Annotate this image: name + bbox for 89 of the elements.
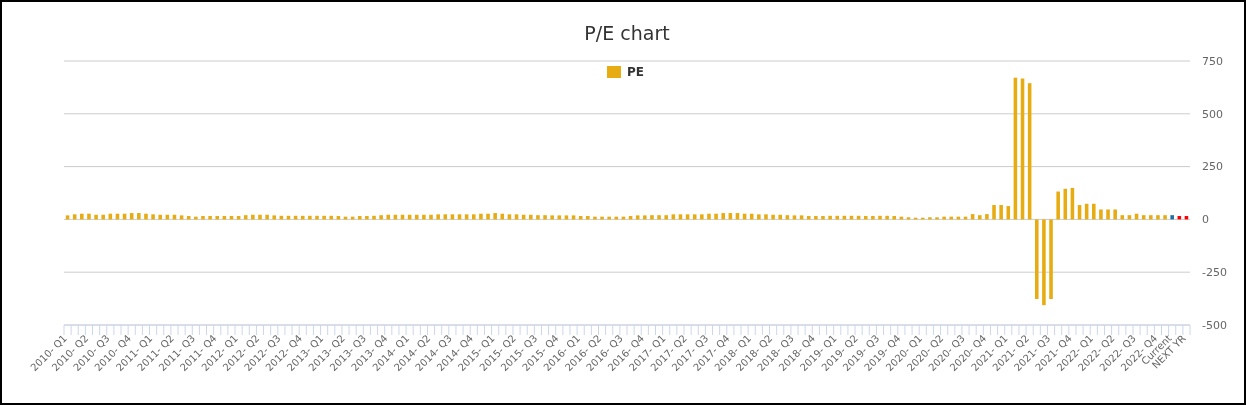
bar bbox=[493, 213, 497, 220]
bar bbox=[835, 215, 840, 220]
bar bbox=[650, 215, 654, 220]
bar bbox=[94, 214, 98, 220]
y-tick-label: 750 bbox=[1202, 54, 1223, 68]
bar bbox=[414, 214, 419, 220]
bar bbox=[80, 213, 84, 220]
bar bbox=[443, 214, 448, 220]
bar bbox=[664, 215, 668, 220]
bar bbox=[429, 214, 433, 220]
bar bbox=[1035, 219, 1039, 300]
y-tick-label: 500 bbox=[1202, 107, 1223, 121]
bar bbox=[251, 214, 255, 220]
bar bbox=[479, 213, 483, 220]
bar bbox=[550, 215, 554, 220]
bar bbox=[1049, 219, 1053, 300]
bar bbox=[863, 216, 868, 220]
bar bbox=[422, 214, 426, 220]
bar bbox=[137, 213, 141, 220]
bar bbox=[329, 215, 334, 220]
y-tick-label: -250 bbox=[1202, 266, 1227, 280]
bar bbox=[158, 214, 162, 220]
y-tick-label: 0 bbox=[1202, 213, 1209, 227]
bar bbox=[272, 215, 277, 220]
bar bbox=[379, 215, 383, 220]
bar bbox=[707, 213, 711, 220]
bar bbox=[215, 216, 219, 220]
bar bbox=[1099, 209, 1103, 220]
bar bbox=[985, 214, 989, 220]
legend-label: PE bbox=[627, 65, 644, 80]
bar bbox=[643, 215, 647, 220]
bar bbox=[300, 215, 305, 220]
bar bbox=[778, 214, 782, 220]
bar bbox=[1156, 215, 1160, 220]
bar bbox=[1113, 209, 1117, 220]
bar bbox=[365, 216, 369, 220]
bar bbox=[315, 215, 319, 220]
bar bbox=[771, 214, 775, 220]
bar bbox=[486, 213, 490, 220]
bar bbox=[806, 216, 811, 220]
bar bbox=[821, 216, 825, 220]
bar bbox=[657, 215, 661, 220]
chart-title: P/E chart bbox=[584, 22, 670, 44]
bar bbox=[871, 216, 875, 220]
bar bbox=[1163, 215, 1167, 220]
bar bbox=[928, 217, 932, 220]
bar bbox=[543, 215, 547, 220]
bar bbox=[721, 213, 725, 220]
y-tick-label: -500 bbox=[1202, 318, 1227, 332]
bar bbox=[1042, 219, 1046, 306]
bar bbox=[536, 215, 540, 220]
bar bbox=[472, 214, 476, 220]
bar bbox=[814, 216, 818, 220]
bar bbox=[101, 214, 105, 220]
bar bbox=[1056, 191, 1060, 220]
bar bbox=[700, 214, 704, 220]
bar bbox=[999, 205, 1003, 220]
bar bbox=[144, 213, 148, 220]
bar bbox=[885, 215, 889, 220]
bar bbox=[764, 214, 768, 220]
bar bbox=[265, 214, 269, 220]
bar bbox=[308, 215, 312, 220]
bar bbox=[878, 215, 882, 220]
bar bbox=[935, 217, 939, 220]
bar bbox=[529, 214, 533, 220]
bar bbox=[828, 215, 832, 220]
bar bbox=[1106, 209, 1110, 220]
bar bbox=[87, 213, 91, 220]
bar bbox=[243, 215, 248, 220]
bar bbox=[436, 214, 440, 220]
bar bbox=[1092, 203, 1096, 220]
bar bbox=[757, 214, 761, 220]
bar bbox=[258, 214, 262, 220]
bar bbox=[322, 215, 326, 220]
bar bbox=[201, 216, 205, 220]
bar bbox=[357, 216, 362, 220]
bar bbox=[1006, 206, 1011, 220]
bar bbox=[1149, 215, 1153, 220]
bar bbox=[208, 216, 212, 220]
bar bbox=[714, 213, 718, 220]
bar bbox=[992, 205, 996, 220]
bar bbox=[386, 214, 391, 220]
y-tick-label: 250 bbox=[1202, 160, 1223, 174]
bar bbox=[977, 215, 982, 220]
bar bbox=[892, 216, 897, 220]
bar bbox=[586, 216, 590, 220]
bar bbox=[1170, 215, 1174, 220]
bar bbox=[151, 214, 155, 220]
bar bbox=[372, 215, 376, 220]
